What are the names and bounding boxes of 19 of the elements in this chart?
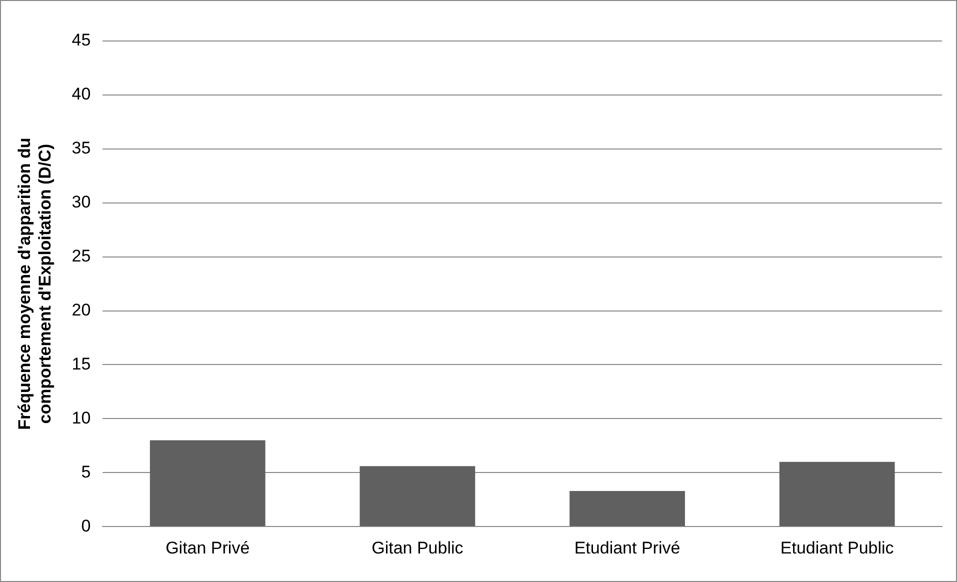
bar (150, 440, 266, 526)
x-tick-label: Etudiant Public (780, 538, 894, 558)
bar (570, 490, 685, 526)
x-tick-label: Gitan Public (372, 538, 464, 558)
bar (360, 466, 476, 526)
y-axis-title: Fréquence moyenne d'apparition du comportement d'Exploitation (D/C) (14, 138, 54, 430)
y-tick-label: 0 (81, 516, 91, 536)
bar (779, 462, 895, 526)
y-tick-label: 5 (81, 462, 91, 482)
y-tick-label: 35 (72, 138, 91, 158)
x-tick-label: Gitan Privé (166, 538, 250, 558)
x-tick-label: Etudiant Privé (574, 538, 680, 558)
y-tick-label: 45 (72, 30, 91, 50)
y-tick-label: 15 (72, 354, 91, 374)
y-tick-label: 30 (72, 192, 91, 212)
y-tick-label: 10 (72, 408, 91, 428)
y-tick-label: 20 (72, 300, 91, 320)
y-tick-label: 25 (72, 246, 91, 266)
y-tick-label: 40 (72, 84, 91, 104)
